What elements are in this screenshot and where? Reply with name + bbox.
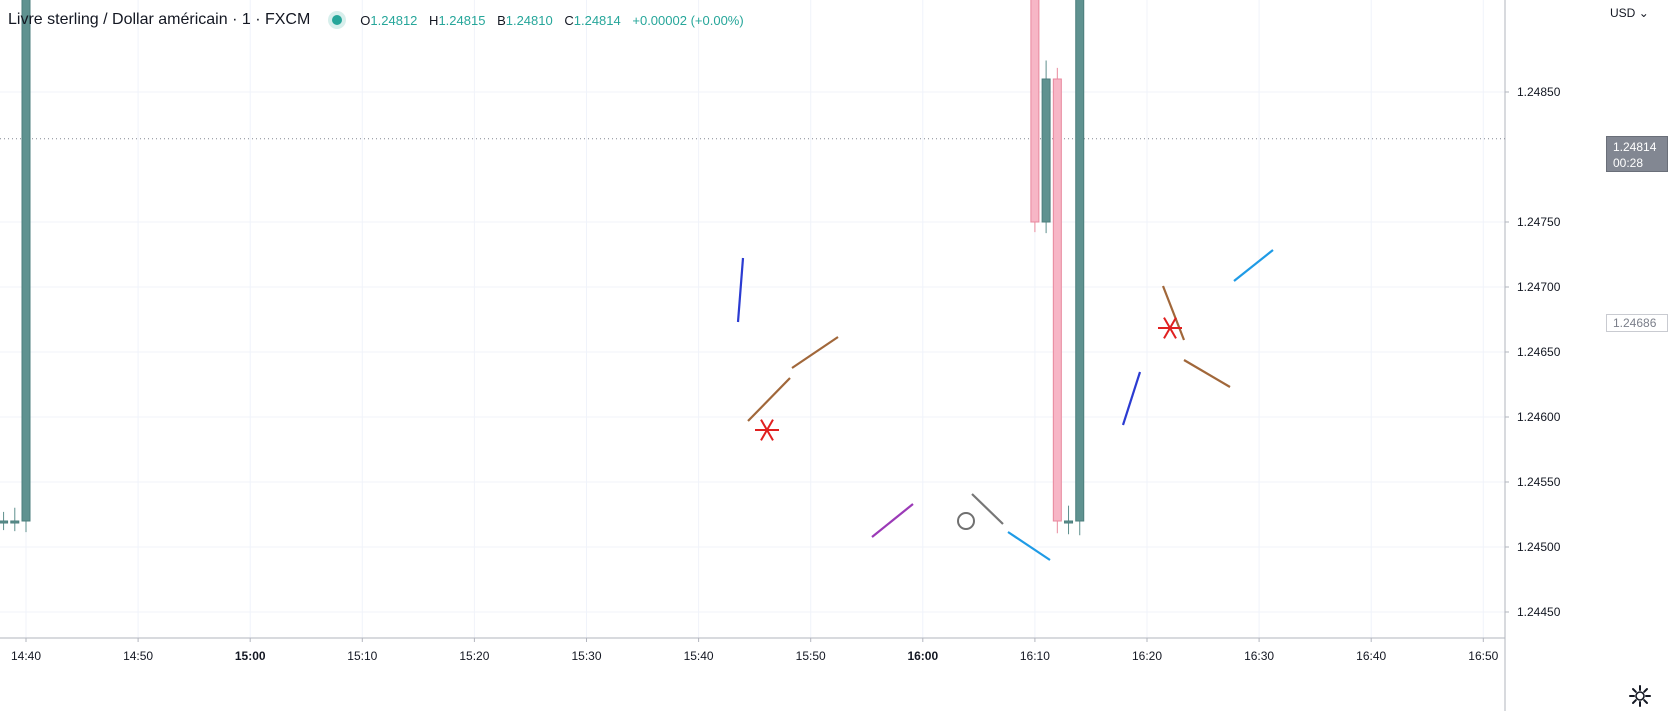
time-tick-label: 16:40	[1356, 649, 1386, 663]
symbol-title[interactable]: Livre sterling / Dollar américain · 1 · …	[8, 11, 311, 28]
trend-line	[736, 257, 745, 323]
currency-selector[interactable]: USD ⌄	[1610, 6, 1649, 20]
candle-up	[0, 520, 9, 524]
time-tick-label: 16:00	[907, 649, 938, 663]
close-value: 1.24814	[573, 12, 621, 28]
currency-label: USD	[1610, 6, 1636, 20]
gear-icon[interactable]	[1628, 684, 1652, 708]
price-tick-label: 1.24850	[1517, 85, 1561, 99]
trend-line	[871, 503, 914, 538]
ma-price-value: 1.24686	[1613, 316, 1657, 330]
candle-up	[10, 520, 20, 524]
candle-up	[1064, 520, 1074, 524]
ohlc-readout: O1.24812 H1.24815 B1.24810 C1.24814 +0.0…	[360, 13, 751, 28]
candle-up	[21, 0, 31, 522]
star-marker	[760, 419, 774, 441]
trend-line	[1007, 531, 1051, 561]
open-value: 1.24812	[370, 12, 418, 28]
trend-line	[1233, 249, 1274, 282]
time-tick-label: 15:00	[235, 649, 266, 663]
price-tick-label: 1.24450	[1517, 605, 1561, 619]
time-tick-label: 15:50	[796, 649, 826, 663]
price-tick-label: 1.24500	[1517, 540, 1561, 554]
high-key: H	[429, 12, 439, 28]
time-tick-label: 15:40	[684, 649, 714, 663]
price-tick-label: 1.24550	[1517, 475, 1561, 489]
price-tick-label: 1.24600	[1517, 410, 1561, 424]
last-price-value: 1.24814	[1613, 140, 1657, 154]
time-tick-label: 15:20	[459, 649, 489, 663]
price-tick-label: 1.24750	[1517, 215, 1561, 229]
close-key: C	[564, 12, 574, 28]
low-key: B	[497, 12, 506, 28]
change-value: +0.00002 (+0.00%)	[632, 12, 744, 28]
candle-up	[1075, 0, 1085, 522]
time-tick-label: 16:30	[1244, 649, 1274, 663]
time-tick-label: 16:50	[1468, 649, 1498, 663]
time-tick-label: 16:10	[1020, 649, 1050, 663]
star-marker	[1163, 317, 1177, 339]
trend-line	[1121, 371, 1142, 426]
price-tick-label: 1.24700	[1517, 280, 1561, 294]
open-key: O	[360, 12, 371, 28]
trend-line	[1161, 285, 1186, 341]
trend-line	[1183, 359, 1231, 388]
high-value: 1.24815	[438, 12, 486, 28]
trend-line	[747, 377, 791, 422]
price-tick-label: 1.24650	[1517, 345, 1561, 359]
market-open-indicator	[332, 15, 343, 25]
chevron-down-icon: ⌄	[1638, 6, 1649, 20]
bar-countdown: 00:28	[1613, 156, 1644, 170]
candle-down	[1030, 0, 1040, 223]
trend-line	[791, 336, 839, 369]
time-tick-label: 15:10	[347, 649, 377, 663]
time-tick-label: 15:30	[571, 649, 601, 663]
last-price-tag: 1.24814 00:28	[1606, 136, 1668, 172]
time-tick-label: 14:50	[123, 649, 153, 663]
trend-line	[971, 493, 1004, 525]
ma-price-tag: 1.24686	[1606, 314, 1668, 332]
candle-down	[1052, 78, 1062, 522]
time-tick-label: 14:40	[11, 649, 41, 663]
low-value: 1.24810	[505, 12, 553, 28]
time-tick-label: 16:20	[1132, 649, 1162, 663]
chart-header: Livre sterling / Dollar américain · 1 · …	[8, 8, 752, 32]
candle-up	[1041, 78, 1051, 223]
circle-marker	[957, 512, 975, 530]
